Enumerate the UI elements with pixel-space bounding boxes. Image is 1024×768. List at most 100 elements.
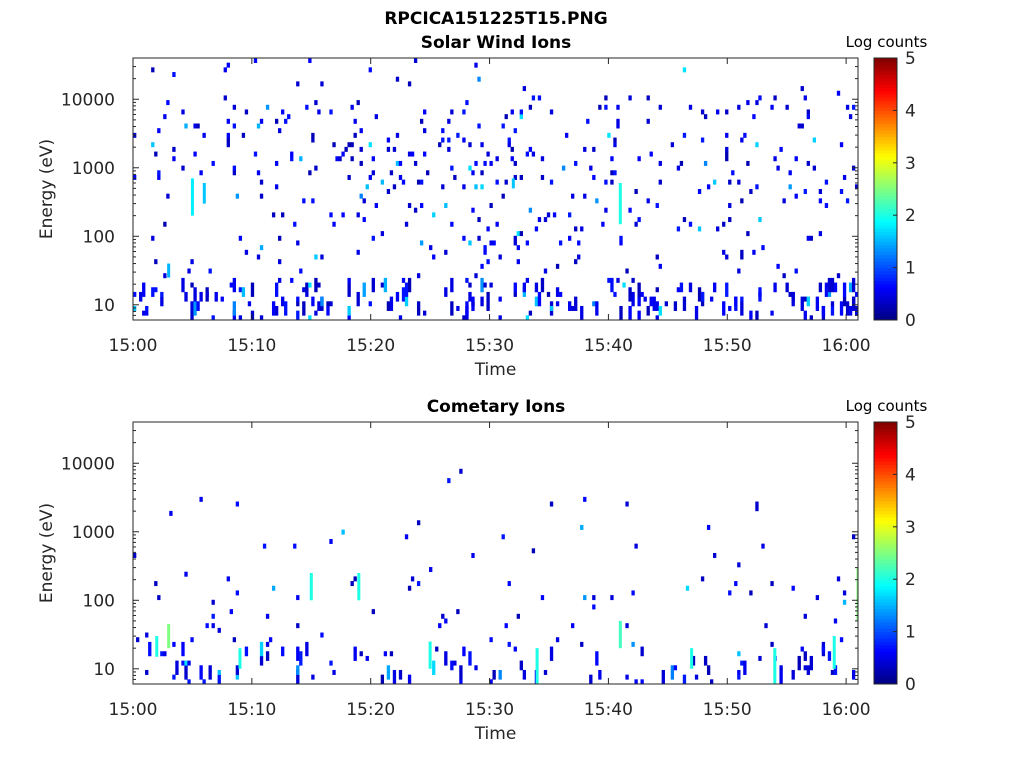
spectrogram-cell xyxy=(362,282,366,297)
spectrogram-cell xyxy=(785,104,789,110)
spectrogram-cell xyxy=(601,221,605,227)
spectrogram-cell xyxy=(347,142,351,148)
spectrogram-cell xyxy=(314,254,318,260)
spectrogram-cell xyxy=(513,282,517,293)
spectrogram-cell xyxy=(456,132,460,138)
spectrogram-cell xyxy=(824,203,829,209)
colorbar-segment xyxy=(874,257,897,262)
colorbar-segment xyxy=(874,454,897,459)
spectrogram-cell xyxy=(655,203,659,209)
spectrogram-cell xyxy=(679,160,684,166)
spectrogram-cell xyxy=(462,109,466,115)
spectrogram-cell xyxy=(773,156,777,162)
spectrogram-cell xyxy=(513,646,517,652)
spectrogram-cell xyxy=(595,198,599,204)
spectrogram-cell xyxy=(737,179,741,185)
spectrogram-cell xyxy=(540,174,545,180)
colorbar-segment xyxy=(874,169,897,174)
spectrogram-cell xyxy=(803,665,807,671)
spectrogram-cell xyxy=(271,212,276,218)
spectrogram-cell xyxy=(658,160,662,166)
colorbar-segment xyxy=(874,638,897,642)
spectrogram-cell xyxy=(407,203,412,209)
spectrogram-cell xyxy=(226,137,230,143)
spectrogram-cell xyxy=(284,301,288,316)
colorbar-segment xyxy=(874,261,897,265)
spectrogram-cell xyxy=(827,277,832,293)
spectrogram-cell xyxy=(404,534,409,540)
spectrogram-cell xyxy=(235,674,240,680)
spectrogram-cell xyxy=(347,282,351,297)
spectrogram-cell xyxy=(546,212,551,218)
spectrogram-cell xyxy=(202,679,206,685)
spectrogram-cell xyxy=(190,310,194,321)
spectrogram-cell xyxy=(296,623,300,629)
spectrogram-cell xyxy=(513,291,517,297)
spectrogram-cell xyxy=(540,277,545,293)
x-axis-ticks: 15:00 15:10 15:20 15:30 15:40 15:50 16:00 xyxy=(109,58,871,356)
spectrogram-cell xyxy=(265,104,270,110)
spectrogram-cell xyxy=(628,305,632,321)
spectrogram-cell xyxy=(398,669,403,680)
colorbar-segment xyxy=(874,287,897,292)
colorbar-segment xyxy=(874,628,897,633)
spectrogram-cell xyxy=(344,146,348,152)
spectrogram-cell xyxy=(380,282,385,288)
spectrogram-cell xyxy=(483,160,487,166)
spectrogram-cell xyxy=(145,632,149,638)
colorbar-segment xyxy=(874,500,897,505)
colorbar-segment xyxy=(874,680,897,685)
spectrogram-cell xyxy=(528,207,533,213)
colorbar-segment xyxy=(874,618,897,623)
spectrogram-cell xyxy=(595,301,599,316)
spectrogram-cell xyxy=(160,296,164,307)
spectrogram-cell xyxy=(746,231,750,237)
colorbar-segment xyxy=(874,523,897,528)
spectrogram-cell xyxy=(404,282,409,297)
spectrogram-cell xyxy=(697,189,702,194)
colorbar-segment xyxy=(874,90,897,95)
spectrogram-cell xyxy=(278,259,282,265)
spectrogram-cell xyxy=(217,669,221,675)
colorbar-segment xyxy=(874,136,897,141)
spectrogram-cell xyxy=(604,95,608,101)
spectrogram-cell xyxy=(610,170,614,176)
spectrogram-cell xyxy=(555,637,560,643)
spectrogram-cell xyxy=(649,296,653,307)
colorbar-segment xyxy=(874,428,897,433)
spectrogram-cell xyxy=(419,240,424,246)
spectrogram-cell xyxy=(265,651,270,661)
spectrogram-cell xyxy=(803,613,807,619)
spectrogram-cell xyxy=(474,273,478,279)
spectrogram-cell xyxy=(809,655,813,671)
colorbar-segment xyxy=(874,510,897,515)
spectrogram-cell xyxy=(232,104,237,110)
spectrogram-cell xyxy=(655,254,659,260)
spectrogram-cell xyxy=(634,189,638,194)
spectrogram-cell xyxy=(685,585,690,591)
spectrogram-cell xyxy=(815,595,820,601)
spectrogram-cell xyxy=(157,128,161,134)
spectrogram-cell xyxy=(142,310,146,316)
spectrogram-cell xyxy=(628,287,632,302)
spectrogram-cell xyxy=(700,291,705,302)
spectrogram-cell xyxy=(800,646,804,652)
spectrogram-cell xyxy=(450,301,454,316)
colorbar-segment xyxy=(874,494,897,498)
spectrogram-cell xyxy=(664,301,668,307)
colorbar-segment xyxy=(874,156,897,161)
spectrogram-cell xyxy=(359,128,363,134)
spectrogram-cell xyxy=(782,273,786,279)
spectrogram-cell xyxy=(516,259,520,265)
spectrogram-cell xyxy=(839,301,844,316)
spectrogram-cell xyxy=(486,296,490,311)
spectrogram-cell xyxy=(202,132,206,138)
spectrogram-cell xyxy=(776,165,780,171)
spectrogram-cell xyxy=(362,217,366,223)
spectrogram-cell xyxy=(854,305,859,316)
spectrogram-cell xyxy=(749,590,753,596)
spectrogram-cell xyxy=(676,226,681,232)
spectrogram-cell xyxy=(296,646,300,661)
spectrogram-cell xyxy=(788,184,792,190)
spectrogram-cell xyxy=(749,310,753,321)
